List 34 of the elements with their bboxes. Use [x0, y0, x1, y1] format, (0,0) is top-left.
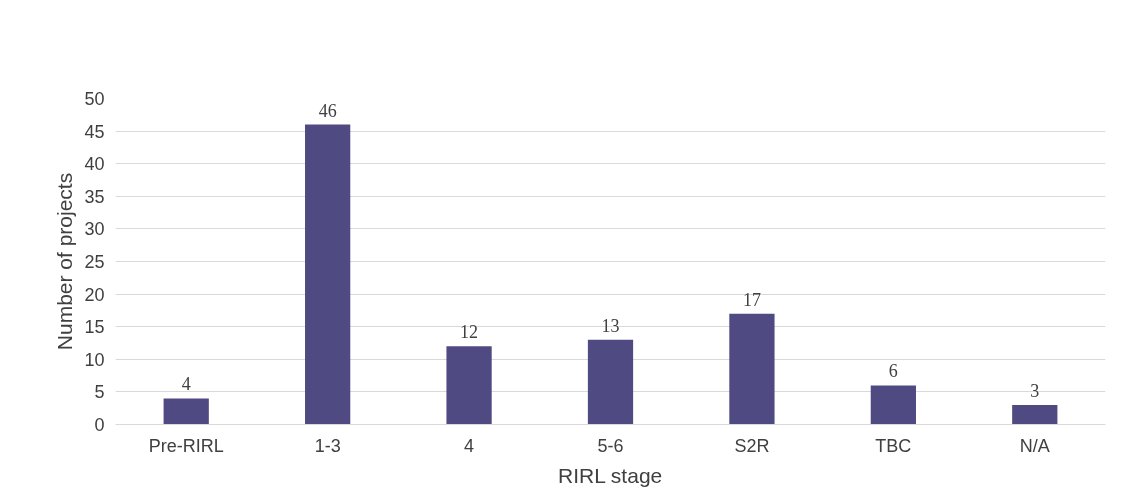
- bar: [587, 339, 634, 425]
- y-tick-label: 25: [84, 252, 105, 272]
- data-label: 3: [1030, 380, 1040, 401]
- y-tick-label: 15: [84, 317, 105, 338]
- bar: [1012, 404, 1058, 425]
- data-label: 12: [460, 322, 479, 343]
- x-tick-label: S2R: [734, 435, 770, 456]
- data-label: 46: [318, 100, 337, 121]
- y-tick-label: 10: [84, 349, 105, 370]
- y-tick-label: 30: [84, 219, 105, 240]
- x-tick-label: 5-6: [597, 435, 624, 456]
- bar: [870, 385, 916, 425]
- y-tick-label: 5: [94, 382, 105, 403]
- y-tick-label: 40: [84, 154, 105, 175]
- y-tick-label: 0: [94, 415, 105, 435]
- bar: [729, 313, 775, 425]
- x-tick-label: N/A: [1019, 435, 1050, 456]
- bar: [446, 346, 492, 425]
- y-tick-label: 20: [84, 284, 105, 305]
- x-tick-label: 4: [464, 435, 475, 456]
- x-tick-label: Pre-RIRL: [148, 435, 224, 456]
- y-tick-label: 35: [84, 186, 105, 207]
- bar: [163, 398, 209, 425]
- data-label: 17: [742, 289, 761, 310]
- bar: [305, 124, 351, 425]
- data-label: 13: [601, 315, 620, 336]
- x-tick-label: TBC: [875, 435, 912, 456]
- y-tick-label: 50: [84, 89, 105, 109]
- data-label: 6: [888, 361, 898, 382]
- x-axis-title: RIRL stage: [557, 463, 663, 487]
- y-tick-label: 45: [84, 121, 105, 142]
- data-label: 4: [181, 374, 191, 395]
- x-tick-label: 1-3: [314, 435, 341, 456]
- y-axis-title: Number of projects: [53, 172, 77, 351]
